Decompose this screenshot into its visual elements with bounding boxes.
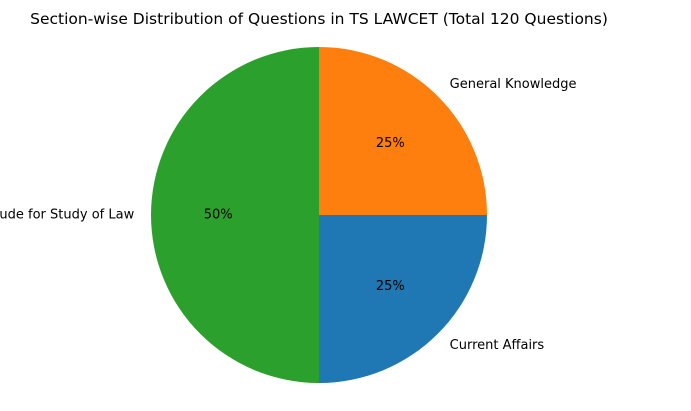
pie-labels: 50% Aptitude for Study of Law 25% Current A… xyxy=(0,77,577,353)
slice-aptitude-for-study-of-law xyxy=(151,47,319,383)
percent-label-current-affairs: 25% xyxy=(376,279,405,294)
slice-label-current-affairs: Current Affairs xyxy=(450,338,545,353)
chart-title: Section-wise Distribution of Questions i… xyxy=(30,10,608,28)
slice-label-general-knowledge: General Knowledge xyxy=(450,77,577,92)
percent-label-aptitude-for-study-of-law: 50% xyxy=(204,208,233,223)
slice-general-knowledge xyxy=(319,47,487,215)
slice-label-aptitude-for-study-of-law: Aptitude for Study of Law xyxy=(0,208,135,223)
slice-current-affairs xyxy=(319,215,487,383)
pie-slices xyxy=(151,47,487,383)
percent-label-general-knowledge: 25% xyxy=(376,136,405,151)
